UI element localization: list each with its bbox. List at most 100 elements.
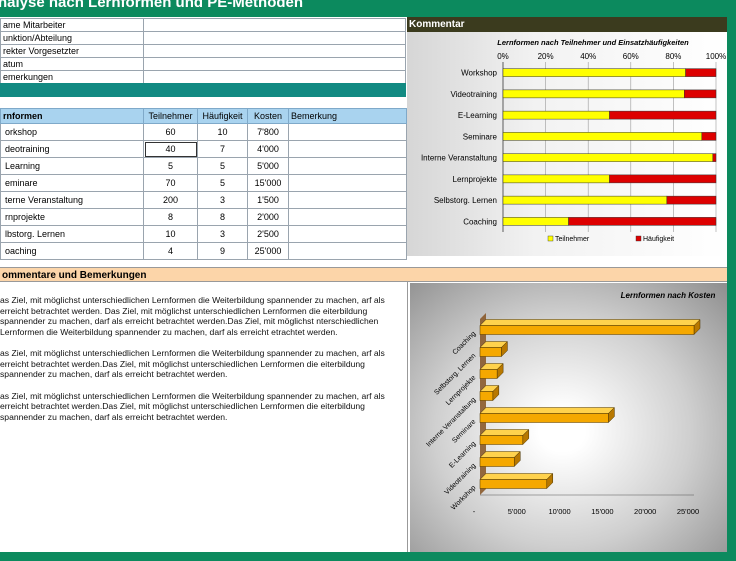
employee-form: ame Mitarbeiter unktion/Abteilung rekter V… [0, 18, 406, 84]
sheet-title: nalyse nach Lernformen und PE-Methoden [0, 0, 304, 11]
form-row: rekter Vorgesetzter [0, 44, 406, 58]
cell-haeufigkeit[interactable]: 3 [197, 225, 248, 243]
header-kosten[interactable]: Kosten [247, 108, 289, 124]
chart2-tick-label: 5'000 [508, 507, 526, 516]
teal-separator [0, 83, 406, 97]
cell-bemerkung[interactable] [288, 208, 407, 226]
header-bemerkung[interactable]: Bemerkung [288, 108, 407, 124]
chart1-bar-haeufigkeit [568, 217, 717, 226]
kommentar-header: Kommentar [407, 17, 727, 32]
cell-teilnehmer[interactable]: 8 [143, 208, 198, 226]
chart2-category-label: Coaching [452, 330, 478, 356]
chart1-bar-haeufigkeit [609, 110, 717, 120]
comments-text-area[interactable]: as Ziel, mit möglichst unterschiedlichen… [0, 282, 408, 552]
chart1-bar-teilnehmer [502, 217, 569, 226]
chart2-bar [479, 369, 498, 379]
chart1-bar-teilnehmer [502, 89, 685, 99]
form-row: atum [0, 57, 406, 71]
comments-section-header: ommentare und Bemerkungen [0, 267, 727, 282]
cell-teilnehmer[interactable]: 200 [143, 191, 198, 209]
cell-haeufigkeit[interactable]: 8 [197, 208, 248, 226]
header-lernformen[interactable]: rnformen [0, 108, 144, 124]
cell-kosten[interactable]: 4'000 [247, 140, 289, 158]
form-label: rekter Vorgesetzter [0, 44, 144, 58]
cell-haeufigkeit[interactable]: 3 [197, 191, 248, 209]
cell-haeufigkeit[interactable]: 9 [197, 242, 248, 260]
cell-bemerkung[interactable] [288, 123, 407, 141]
chart2-category-label: Selbstorg. Lernen [433, 352, 477, 396]
cell-kosten[interactable]: 25'000 [247, 242, 289, 260]
cell-haeufigkeit[interactable]: 10 [197, 123, 248, 141]
cell-kosten[interactable]: 2'000 [247, 208, 289, 226]
cell-lernform[interactable]: terne Veranstaltung [0, 191, 144, 209]
form-value-cell[interactable] [143, 70, 406, 84]
cell-teilnehmer[interactable]: 4 [143, 242, 198, 260]
chart1-category-label: Seminare [463, 132, 498, 141]
cell-bemerkung[interactable] [288, 242, 407, 260]
chart1-category-label: Lernprojekte [453, 175, 498, 184]
cell-bemerkung[interactable] [288, 191, 407, 209]
comment-paragraph: as Ziel, mit möglichst unterschiedlichen… [0, 295, 385, 337]
cell-teilnehmer[interactable]: 70 [143, 174, 198, 192]
chart1-bar-teilnehmer [502, 110, 610, 120]
chart1-category-label: Coaching [463, 217, 497, 226]
chart1-legend-haeufigkeit: Häufigkeit [643, 236, 674, 243]
cell-bemerkung[interactable] [288, 157, 407, 175]
form-value-cell[interactable] [143, 57, 406, 71]
chart1-category-label: Selbstorg. Lernen [434, 196, 497, 205]
chart1-bar-haeufigkeit [666, 195, 717, 205]
chart2-bar [479, 435, 524, 445]
chart2-bar-top [479, 407, 616, 414]
chart1-bar-teilnehmer [502, 195, 668, 205]
chart1-bar-haeufigkeit [685, 68, 717, 77]
header-haeufigkeit[interactable]: Häufigkeit [197, 108, 248, 124]
chart1-bar-teilnehmer [502, 153, 714, 162]
chart-participants-frequency[interactable]: Lernformen nach Teilnehmer und Einsatzhä… [407, 32, 727, 256]
chart2-bar [479, 391, 494, 401]
header-teilnehmer[interactable]: Teilnehmer [143, 108, 198, 124]
cell-bemerkung[interactable] [288, 174, 407, 192]
chart2-bar-top [479, 319, 701, 326]
cell-teilnehmer[interactable]: 5 [143, 157, 198, 175]
cell-lernform[interactable]: orkshop [0, 123, 144, 141]
form-value-cell[interactable] [143, 44, 406, 58]
cell-kosten[interactable]: 15'000 [247, 174, 289, 192]
cell-kosten[interactable]: 7'800 [247, 123, 289, 141]
cell-haeufigkeit[interactable]: 7 [197, 140, 248, 158]
worksheet: nalyse nach Lernformen und PE-Methoden a… [0, 0, 727, 552]
chart2-tick-label: - [473, 507, 476, 516]
chart1-bar-teilnehmer [502, 174, 610, 184]
cell-lernform[interactable]: oaching [0, 242, 144, 260]
cell-teilnehmer[interactable]: 10 [143, 225, 198, 243]
chart1-tick-label: 0% [497, 52, 509, 61]
form-row: ame Mitarbeiter [0, 18, 406, 32]
chart2-bar [479, 325, 695, 335]
learning-forms-table: rnformen Teilnehmer Häufigkeit Kosten Be… [0, 108, 407, 260]
chart2-tick-label: 10'000 [548, 507, 570, 516]
form-value-cell[interactable] [143, 18, 406, 32]
cell-haeufigkeit[interactable]: 5 [197, 157, 248, 175]
cell-lernform[interactable]: rnprojekte [0, 208, 144, 226]
cell-kosten[interactable]: 2'500 [247, 225, 289, 243]
cell-teilnehmer[interactable]: 40 [143, 140, 198, 158]
cell-kosten[interactable]: 1'500 [247, 191, 289, 209]
cell-lernform[interactable]: deotraining [0, 140, 144, 158]
chart1-legend-teilnehmer: Teilnehmer [555, 236, 590, 243]
chart1-category-label: Workshop [461, 69, 497, 78]
cell-teilnehmer[interactable]: 60 [143, 123, 198, 141]
cell-bemerkung[interactable] [288, 140, 407, 158]
cell-lernform[interactable]: eminare [0, 174, 144, 192]
cell-lernform[interactable]: Learning [0, 157, 144, 175]
chart-costs[interactable]: Lernformen nach Kosten CoachingSelbstorg.… [410, 283, 727, 552]
cell-haeufigkeit[interactable]: 5 [197, 174, 248, 192]
form-row: emerkungen [0, 70, 406, 84]
chart1-category-label: E-Learning [458, 111, 497, 120]
chart1-tick-label: 100% [706, 52, 726, 61]
form-label: ame Mitarbeiter [0, 18, 144, 32]
cell-lernform[interactable]: lbstorg. Lernen [0, 225, 144, 243]
chart2-bar-top [479, 473, 554, 480]
form-value-cell[interactable] [143, 31, 406, 45]
form-label: unktion/Abteilung [0, 31, 144, 45]
cell-bemerkung[interactable] [288, 225, 407, 243]
cell-kosten[interactable]: 5'000 [247, 157, 289, 175]
